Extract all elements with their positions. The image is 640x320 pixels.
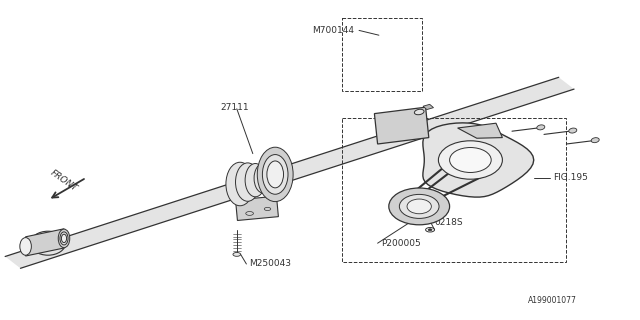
Ellipse shape xyxy=(226,162,254,206)
Ellipse shape xyxy=(61,234,67,243)
Text: 27111: 27111 xyxy=(221,103,250,112)
Ellipse shape xyxy=(262,155,288,194)
Text: 0218S: 0218S xyxy=(434,218,463,227)
Polygon shape xyxy=(5,77,574,268)
Text: P200005: P200005 xyxy=(381,239,420,248)
Ellipse shape xyxy=(20,237,31,255)
Ellipse shape xyxy=(438,141,502,179)
Ellipse shape xyxy=(389,188,450,225)
Polygon shape xyxy=(236,196,278,220)
Text: A199001077: A199001077 xyxy=(528,296,577,305)
Ellipse shape xyxy=(271,163,285,186)
Ellipse shape xyxy=(407,199,431,214)
Ellipse shape xyxy=(233,252,241,256)
Ellipse shape xyxy=(414,109,424,115)
Ellipse shape xyxy=(60,232,68,245)
Ellipse shape xyxy=(245,164,266,197)
Ellipse shape xyxy=(31,231,66,255)
Bar xyxy=(342,118,566,262)
Text: FRONT: FRONT xyxy=(49,168,79,193)
Ellipse shape xyxy=(591,138,599,143)
Polygon shape xyxy=(374,107,429,144)
Ellipse shape xyxy=(267,161,284,188)
Ellipse shape xyxy=(537,125,545,130)
Ellipse shape xyxy=(257,147,293,202)
Ellipse shape xyxy=(449,148,492,172)
Ellipse shape xyxy=(263,164,278,189)
Ellipse shape xyxy=(569,128,577,133)
Text: M250043: M250043 xyxy=(250,260,292,268)
Polygon shape xyxy=(458,123,502,138)
Ellipse shape xyxy=(399,194,439,218)
Text: M700144: M700144 xyxy=(312,26,355,35)
Ellipse shape xyxy=(236,163,260,201)
Polygon shape xyxy=(26,229,64,256)
Bar xyxy=(423,104,433,109)
Ellipse shape xyxy=(58,229,70,248)
Polygon shape xyxy=(423,123,534,197)
Circle shape xyxy=(428,229,432,231)
Text: FIG.195: FIG.195 xyxy=(554,173,588,182)
Bar xyxy=(342,18,422,91)
Ellipse shape xyxy=(254,164,272,193)
